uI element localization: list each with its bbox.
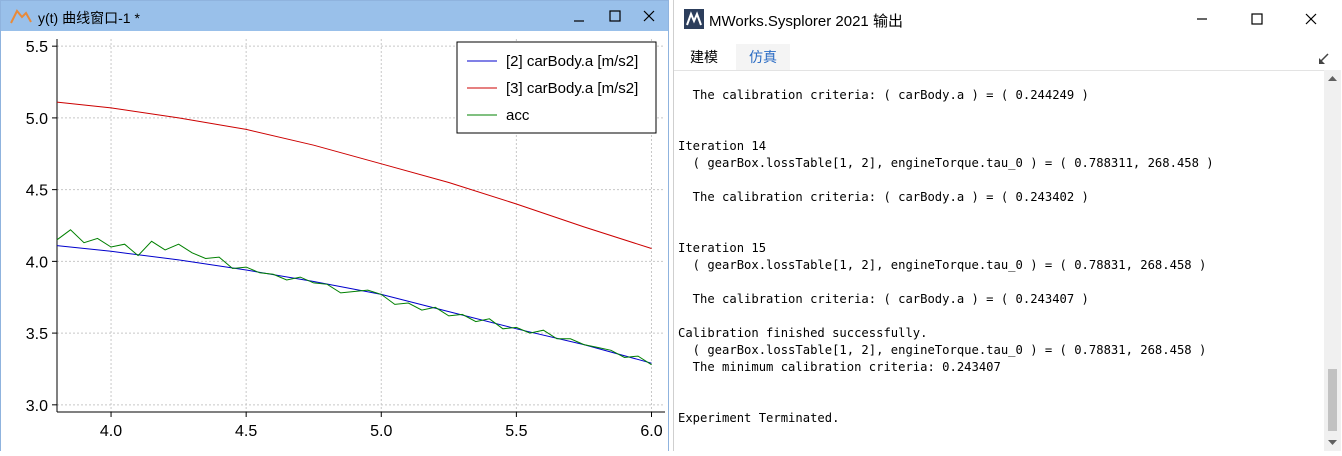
maximize-icon	[609, 10, 621, 22]
scrollbar-thumb[interactable]	[1328, 369, 1337, 431]
log-line: The calibration criteria: ( carBody.a ) …	[678, 292, 1089, 306]
plot-window-title: y(t) 曲线窗口-1 *	[38, 10, 140, 26]
y-tick-label: 5.5	[26, 39, 48, 56]
x-tick-label: 4.0	[100, 423, 122, 440]
legend: [2] carBody.a [m/s2] [3] carBody.a [m/s2]…	[456, 41, 657, 134]
close-icon	[1305, 13, 1317, 25]
log-line: The calibration criteria: ( carBody.a ) …	[678, 88, 1089, 102]
y-tick-label: 3.0	[26, 398, 48, 415]
log-line: Calibration finished successfully.	[678, 326, 928, 340]
series-line-2	[56, 229, 652, 366]
log-line	[678, 223, 1214, 240]
x-tick-label: 4.5	[235, 423, 257, 440]
series-line-0	[56, 245, 652, 364]
tab-bar: 建模 仿真	[674, 38, 1342, 70]
log-line	[678, 393, 1214, 410]
log-line: The calibration criteria: ( carBody.a ) …	[678, 190, 1089, 204]
output-close-button[interactable]	[1288, 4, 1334, 34]
y-tick-label: 4.5	[26, 183, 48, 200]
y-tick-label: 4.0	[26, 254, 48, 271]
y-tick-label: 5.0	[26, 111, 48, 128]
y-tick-label: 3.5	[26, 326, 48, 343]
maximize-icon	[1251, 13, 1263, 25]
output-titlebar[interactable]: MWorks.Sysplorer 2021 输出	[674, 0, 1342, 38]
log-line: ( gearBox.lossTable[1, 2], engineTorque.…	[678, 343, 1207, 357]
log-line: ( gearBox.lossTable[1, 2], engineTorque.…	[678, 258, 1207, 272]
output-window[interactable]: MWorks.Sysplorer 2021 输出 建模 仿真	[673, 0, 1342, 452]
legend-label: [3] carBody.a [m/s2]	[506, 80, 638, 97]
legend-label: acc	[506, 107, 530, 124]
legend-label: [2] carBody.a [m/s2]	[506, 53, 638, 70]
scroll-up-icon[interactable]	[1324, 70, 1341, 87]
output-log[interactable]: The calibration criteria: ( carBody.a ) …	[674, 70, 1324, 452]
plot-window[interactable]: y(t) 曲线窗口-1 * 4.0 4.5 5.0 5.5 6.0 3.0 3.5 4.0 4.…	[0, 0, 669, 452]
tab-modeling[interactable]: 建模	[690, 49, 718, 65]
plot-titlebar[interactable]: y(t) 曲线窗口-1 *	[1, 1, 668, 31]
dock-pin-icon[interactable]	[1318, 52, 1330, 70]
tab-simulation[interactable]: 仿真	[736, 44, 790, 70]
output-log-text: The calibration criteria: ( carBody.a ) …	[678, 87, 1214, 427]
close-icon	[643, 10, 655, 22]
vertical-scrollbar[interactable]	[1324, 70, 1341, 451]
x-tick-label: 6.0	[640, 423, 662, 440]
chart-curve-icon	[10, 7, 32, 30]
maximize-button[interactable]	[598, 1, 632, 31]
mworks-logo-icon	[684, 9, 704, 34]
minimize-button[interactable]	[562, 1, 596, 31]
log-line	[678, 206, 1214, 223]
log-line	[678, 172, 1214, 189]
log-line	[678, 274, 1214, 291]
log-line: Experiment Terminated.	[678, 411, 840, 425]
minimize-icon	[1197, 18, 1207, 20]
curve-plot[interactable]: 4.0 4.5 5.0 5.5 6.0 3.0 3.5 4.0 4.5 5.0 5.5 [2] ca…	[1, 31, 668, 452]
log-line	[678, 121, 1214, 138]
minimize-icon	[574, 20, 584, 22]
log-line: The minimum calibration criteria: 0.2434…	[678, 360, 1001, 374]
x-tick-label: 5.0	[370, 423, 392, 440]
log-line: Iteration 14	[678, 139, 767, 153]
log-line	[678, 376, 1214, 393]
series-line-1	[56, 101, 652, 249]
log-line	[678, 308, 1214, 325]
output-window-title: MWorks.Sysplorer 2021 输出	[709, 13, 903, 30]
log-line: ( gearBox.lossTable[1, 2], engineTorque.…	[678, 156, 1214, 170]
scroll-down-icon[interactable]	[1324, 434, 1341, 451]
log-line: Iteration 15	[678, 241, 767, 255]
log-line	[678, 104, 1214, 121]
output-minimize-button[interactable]	[1179, 4, 1225, 34]
x-tick-label: 5.5	[505, 423, 527, 440]
close-button[interactable]	[632, 1, 666, 31]
output-maximize-button[interactable]	[1234, 4, 1280, 34]
